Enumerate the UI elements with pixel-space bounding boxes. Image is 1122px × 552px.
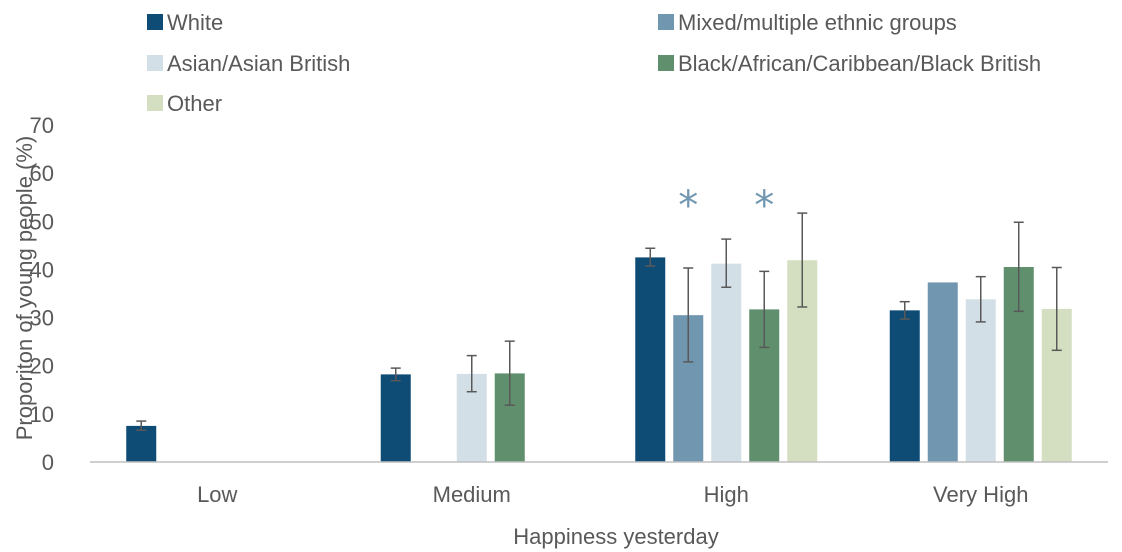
legend-label: Black/African/Caribbean/Black British (678, 51, 1041, 76)
legend-label: Asian/Asian British (167, 51, 350, 76)
plot-area: * * (126, 183, 1072, 462)
x-axis-title: Happiness yesterday (513, 524, 718, 549)
bar (711, 263, 742, 462)
error-bar (721, 238, 732, 288)
error-bar (504, 340, 515, 406)
y-tick-label: 40 (30, 257, 54, 282)
y-tick-label: 60 (30, 161, 54, 186)
legend-label: Mixed/multiple ethnic groups (678, 10, 957, 35)
x-tick-label: Very High (933, 482, 1028, 507)
y-tick-label: 30 (30, 306, 54, 331)
y-tick-label: 10 (30, 402, 54, 427)
legend-swatch (147, 14, 163, 30)
error-bar (390, 367, 401, 382)
y-tick-label: 20 (30, 354, 54, 379)
legend-swatch (147, 95, 163, 111)
error-bar (899, 300, 910, 320)
y-tick-label: 0 (42, 450, 54, 475)
bar (380, 374, 411, 462)
significance-star: * (754, 183, 774, 229)
y-tick-label: 50 (30, 209, 54, 234)
y-axis: 0 10 20 30 40 50 60 70 (30, 113, 54, 475)
y-tick-label: 70 (30, 113, 54, 138)
legend-swatch (658, 55, 674, 71)
x-axis: Low Medium High Very High (90, 461, 1108, 507)
error-bar (136, 420, 147, 431)
x-tick-label: High (704, 482, 749, 507)
error-bar (1013, 221, 1024, 313)
error-bar (975, 275, 986, 323)
legend: White Mixed/multiple ethnic groups Asian/A… (147, 10, 1041, 116)
legend-swatch (658, 14, 674, 30)
significance-star: * (678, 183, 698, 229)
x-tick-label: Low (197, 482, 237, 507)
y-axis-title: Proporiton of young people (%) (12, 136, 37, 441)
bar (927, 282, 958, 462)
bar (126, 425, 157, 462)
legend-label: Other (167, 91, 222, 116)
bar (889, 310, 920, 462)
bar (965, 299, 996, 462)
error-bar (759, 270, 770, 349)
error-bar (683, 267, 694, 363)
error-bar (797, 212, 808, 308)
legend-label: White (167, 10, 223, 35)
error-bar (1051, 266, 1062, 352)
error-bar (466, 354, 477, 393)
error-bar (645, 247, 656, 267)
x-tick-label: Medium (433, 482, 511, 507)
legend-swatch (147, 55, 163, 71)
bar (635, 257, 666, 462)
